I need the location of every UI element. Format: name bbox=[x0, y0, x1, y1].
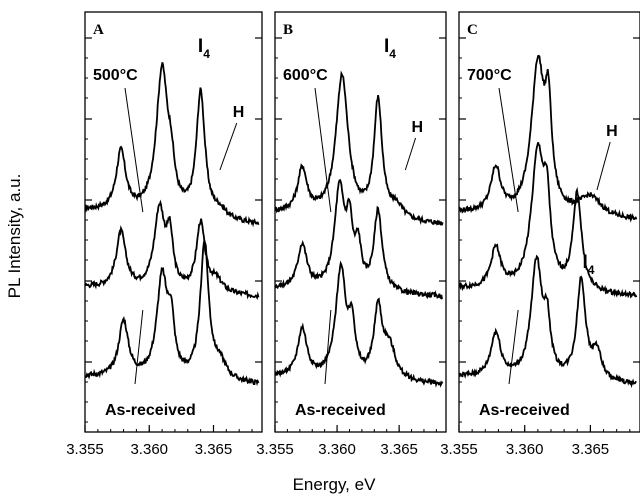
i4-peak-label: I4 bbox=[384, 36, 396, 61]
annotation-pointer bbox=[124, 87, 144, 213]
i4-label-sub: 4 bbox=[203, 47, 210, 61]
h-peak-label: H bbox=[412, 119, 424, 136]
i4-peak-label: I4 bbox=[583, 252, 595, 277]
panel-frame bbox=[274, 11, 447, 433]
spectrum-line bbox=[85, 62, 260, 228]
spectrum-line bbox=[459, 142, 638, 299]
spectrum-line bbox=[459, 54, 638, 223]
x-tick-label: 3.360 bbox=[506, 441, 544, 458]
spectrum-line bbox=[275, 178, 444, 300]
x-tick-label: 3.355 bbox=[66, 441, 104, 458]
spectrum-line bbox=[85, 240, 260, 386]
panel-frame bbox=[458, 11, 640, 433]
annotation-pointer bbox=[596, 141, 611, 191]
spectrum-line bbox=[275, 70, 444, 226]
x-tick-label: 3.360 bbox=[318, 441, 356, 458]
spectrum-line bbox=[459, 254, 637, 389]
as-received-label: As-received bbox=[295, 402, 386, 419]
x-axis-title: Energy, eV bbox=[293, 475, 377, 494]
spectrum-line bbox=[275, 260, 444, 388]
x-tick-label: 3.355 bbox=[440, 441, 478, 458]
anneal-temp-label: 600°C bbox=[283, 67, 328, 84]
i4-label-sub: 4 bbox=[588, 263, 595, 277]
h-peak-label: H bbox=[606, 123, 618, 140]
panel-c: 3.355 3.360 3.365 C 700°C As-received I4 H bbox=[440, 11, 640, 458]
i4-label-sub: 4 bbox=[389, 47, 396, 61]
x-tick-label: 3.365 bbox=[195, 441, 233, 458]
annotation-pointer bbox=[314, 87, 332, 213]
i4-label-main: I bbox=[583, 252, 588, 273]
x-tick-label: 3.365 bbox=[380, 441, 418, 458]
i4-peak-label: I4 bbox=[198, 36, 210, 61]
i4-label-main: I bbox=[198, 36, 203, 57]
annotation-pointer bbox=[324, 309, 332, 385]
x-tick-label: 3.365 bbox=[572, 441, 610, 458]
panel-letter: A bbox=[93, 22, 104, 38]
panel-letter: B bbox=[283, 22, 293, 38]
h-peak-label: H bbox=[233, 104, 245, 121]
y-axis-title: PL Intensity, a.u. bbox=[5, 174, 24, 299]
x-tick-label: 3.360 bbox=[130, 441, 168, 458]
annotation-pointer bbox=[498, 87, 519, 213]
annotation-pointer bbox=[219, 122, 238, 171]
annotation-pointer bbox=[134, 309, 144, 385]
panel-letter: C bbox=[467, 22, 478, 38]
annotation-pointer bbox=[404, 137, 417, 171]
i4-label-main: I bbox=[384, 36, 389, 57]
as-received-label: As-received bbox=[105, 402, 196, 419]
spectrum-line bbox=[85, 199, 260, 301]
annotation-pointer bbox=[508, 309, 519, 385]
panel-a: 3.355 3.360 3.365 A 500°C As-received I4 H bbox=[66, 11, 263, 458]
anneal-temp-label: 500°C bbox=[93, 67, 138, 84]
x-tick-label: 3.355 bbox=[256, 441, 294, 458]
anneal-temp-label: 700°C bbox=[467, 67, 512, 84]
panel-frame bbox=[84, 11, 263, 433]
as-received-label: As-received bbox=[479, 402, 570, 419]
panel-b: 3.355 3.360 3.365 B 600°C As-received I4 H bbox=[256, 11, 447, 458]
